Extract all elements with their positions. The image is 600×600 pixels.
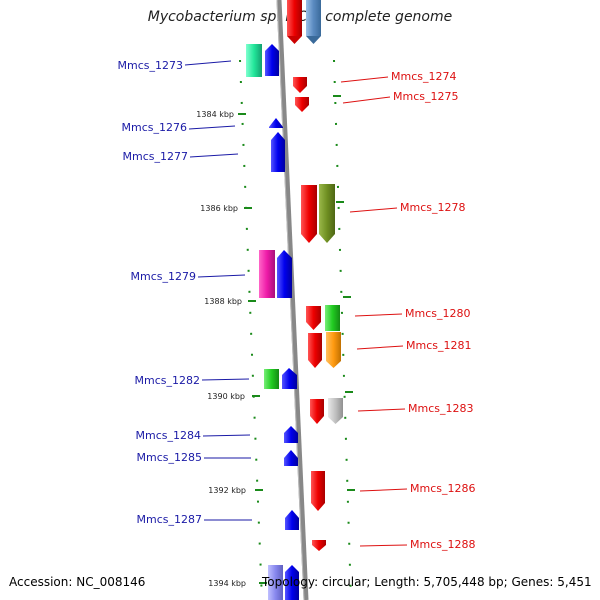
gene-mmcs-1286 (311, 471, 325, 511)
gene-mmcs-1278-red (301, 185, 317, 243)
label-mmcs-1276[interactable]: Mmcs_1276 (122, 121, 187, 134)
label-mmcs-1283[interactable]: Mmcs_1283 (408, 402, 473, 415)
gene-mmcs-1277 (271, 132, 285, 172)
gene-bottom-blue (285, 565, 299, 600)
scale-tick-marks (238, 95, 355, 584)
scale-label-1394: 1394 kbp (208, 579, 246, 588)
accession-text: Accession: NC_008146 (9, 575, 146, 589)
label-mmcs-1278[interactable]: Mmcs_1278 (400, 201, 465, 214)
gene-mmcs-1288 (312, 540, 326, 551)
scale-label-1392: 1392 kbp (208, 486, 246, 495)
gene-mmcs-1283-red (310, 399, 324, 424)
scale-label-1386: 1386 kbp (200, 204, 238, 213)
gene-mmcs-1281-red (308, 333, 322, 368)
genome-stats-text: Topology: circular; Length: 5,705,448 bp… (262, 575, 592, 589)
label-mmcs-1274[interactable]: Mmcs_1274 (391, 70, 456, 83)
inner-dotted-track-left (239, 59, 263, 600)
label-mmcs-1285[interactable]: Mmcs_1285 (137, 451, 202, 464)
scale-label-1390: 1390 kbp (207, 392, 245, 401)
gene-top-steel (306, 0, 321, 36)
gene-mmcs-1281-orange (326, 332, 341, 368)
label-mmcs-1281[interactable]: Mmcs_1281 (406, 339, 471, 352)
gene-mmcs-1282-blue (282, 368, 297, 389)
label-mmcs-1273[interactable]: Mmcs_1273 (118, 59, 183, 72)
label-mmcs-1277[interactable]: Mmcs_1277 (123, 150, 188, 163)
gene-mmcs-1285 (284, 450, 298, 466)
scale-label-1388: 1388 kbp (204, 297, 242, 306)
gene-mmcs-1280-red (306, 306, 321, 330)
gene-top-steel-tip (306, 36, 321, 44)
gene-mmcs-1275 (295, 97, 309, 112)
gene-bottom-lavender (268, 565, 283, 600)
left-gene-labels: Mmcs_1273 Mmcs_1276 Mmcs_1277 Mmcs_1279 … (118, 59, 202, 526)
label-mmcs-1284[interactable]: Mmcs_1284 (136, 429, 201, 442)
gene-top-red (287, 0, 302, 36)
label-mmcs-1279[interactable]: Mmcs_1279 (131, 270, 196, 283)
scale-label-1384: 1384 kbp (196, 110, 234, 119)
gene-mmcs-1280-green (325, 305, 340, 331)
gene-mmcs-1273-blue (265, 44, 279, 76)
gene-mmcs-1287 (285, 510, 299, 530)
label-mmcs-1286[interactable]: Mmcs_1286 (410, 482, 475, 495)
gene-mmcs-1279-blue (277, 250, 292, 298)
label-mmcs-1280[interactable]: Mmcs_1280 (405, 307, 470, 320)
left-leader-lines (184, 60, 252, 521)
label-mmcs-1287[interactable]: Mmcs_1287 (137, 513, 202, 526)
gene-mmcs-1283-gray (328, 398, 343, 424)
gene-mmcs-1282-green (264, 369, 279, 389)
genome-backbone (276, 0, 309, 600)
gene-mmcs-1279-magenta (259, 250, 275, 298)
gene-top-red-tip (287, 36, 302, 44)
label-mmcs-1288[interactable]: Mmcs_1288 (410, 538, 475, 551)
gene-mmcs-1276 (269, 118, 283, 128)
backbone-highlight (276, 0, 305, 600)
right-gene-labels: Mmcs_1274 Mmcs_1275 Mmcs_1278 Mmcs_1280 … (391, 70, 475, 551)
label-mmcs-1282[interactable]: Mmcs_1282 (135, 374, 200, 387)
gene-mmcs-1284 (284, 426, 298, 443)
right-leader-lines (340, 76, 408, 547)
scale-labels: 1384 kbp 1386 kbp 1388 kbp 1390 kbp 1392… (196, 110, 246, 588)
gene-mmcs-1274 (293, 77, 307, 93)
gene-mmcs-1278-olive (319, 184, 335, 243)
label-mmcs-1275[interactable]: Mmcs_1275 (393, 90, 458, 103)
gene-mmcs-1273-teal (246, 44, 262, 77)
